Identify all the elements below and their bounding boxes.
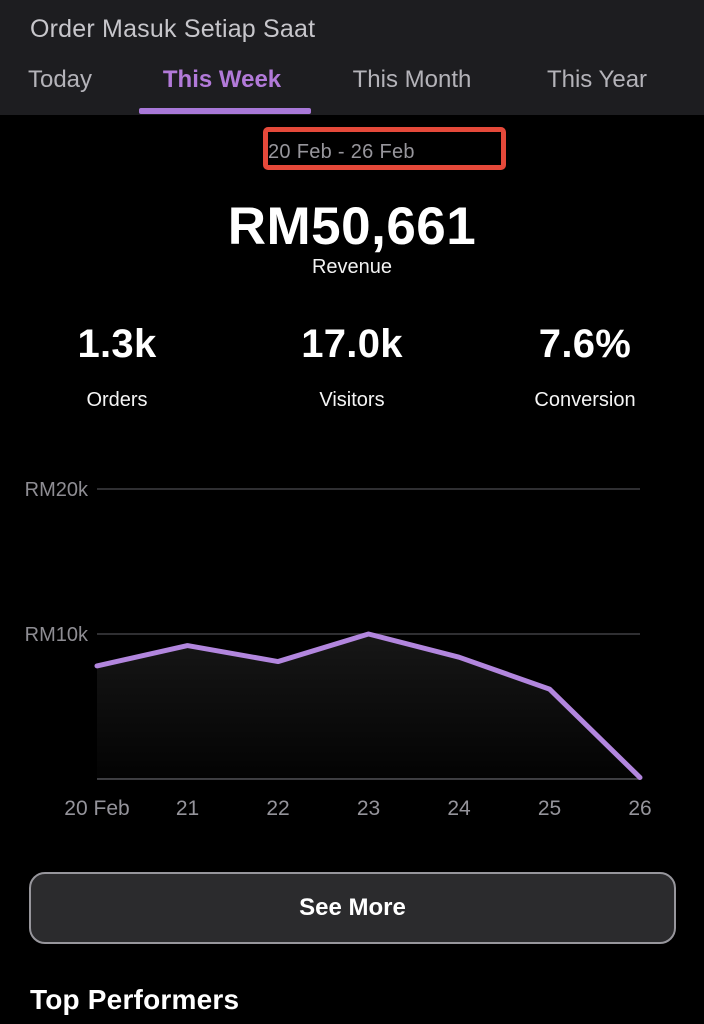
stat-conversion-value: 7.6% — [538, 322, 632, 366]
stat-visitors-value: 17.0k — [301, 322, 403, 366]
svg-text:24: 24 — [447, 797, 471, 820]
svg-text:23: 23 — [357, 797, 380, 820]
stat-visitors: 17.0k Visitors — [301, 322, 403, 412]
svg-text:22: 22 — [266, 797, 289, 820]
stat-visitors-label: Visitors — [319, 389, 385, 411]
stat-orders-value: 1.3k — [77, 322, 157, 366]
svg-text:RM10k: RM10k — [25, 624, 89, 646]
see-more-button[interactable]: See More — [29, 872, 676, 944]
stat-conversion-label: Conversion — [534, 389, 636, 411]
tab-this-year[interactable]: This Year — [546, 66, 648, 93]
app-header: Order Masuk Setiap Saat Today This Week … — [0, 0, 704, 115]
svg-text:RM20k: RM20k — [25, 479, 89, 501]
stat-orders: 1.3k Orders — [77, 322, 156, 412]
svg-text:20 Feb: 20 Feb — [64, 797, 129, 820]
tab-this-week[interactable]: This Week — [162, 66, 282, 93]
active-tab-underline — [139, 108, 311, 114]
tab-today[interactable]: Today — [27, 66, 93, 93]
revenue-chart-container: RM20k RM10k 20 Feb 21 22 23 24 25 26 — [0, 440, 704, 820]
revenue-value: RM50,661 — [227, 197, 477, 256]
svg-text:21: 21 — [176, 797, 199, 820]
revenue-chart: RM20k RM10k 20 Feb 21 22 23 24 25 26 — [25, 479, 652, 820]
page-title: Order Masuk Setiap Saat — [30, 15, 316, 43]
svg-text:26: 26 — [628, 797, 651, 820]
stat-orders-label: Orders — [86, 389, 148, 411]
svg-text:25: 25 — [538, 797, 561, 820]
date-range-label: 20 Feb - 26 Feb — [268, 141, 415, 163]
section-title-top-performers: Top Performers — [30, 984, 240, 1015]
stat-conversion: 7.6% Conversion — [534, 322, 635, 412]
revenue-label: Revenue — [311, 256, 393, 278]
tab-this-month[interactable]: This Month — [352, 66, 472, 93]
